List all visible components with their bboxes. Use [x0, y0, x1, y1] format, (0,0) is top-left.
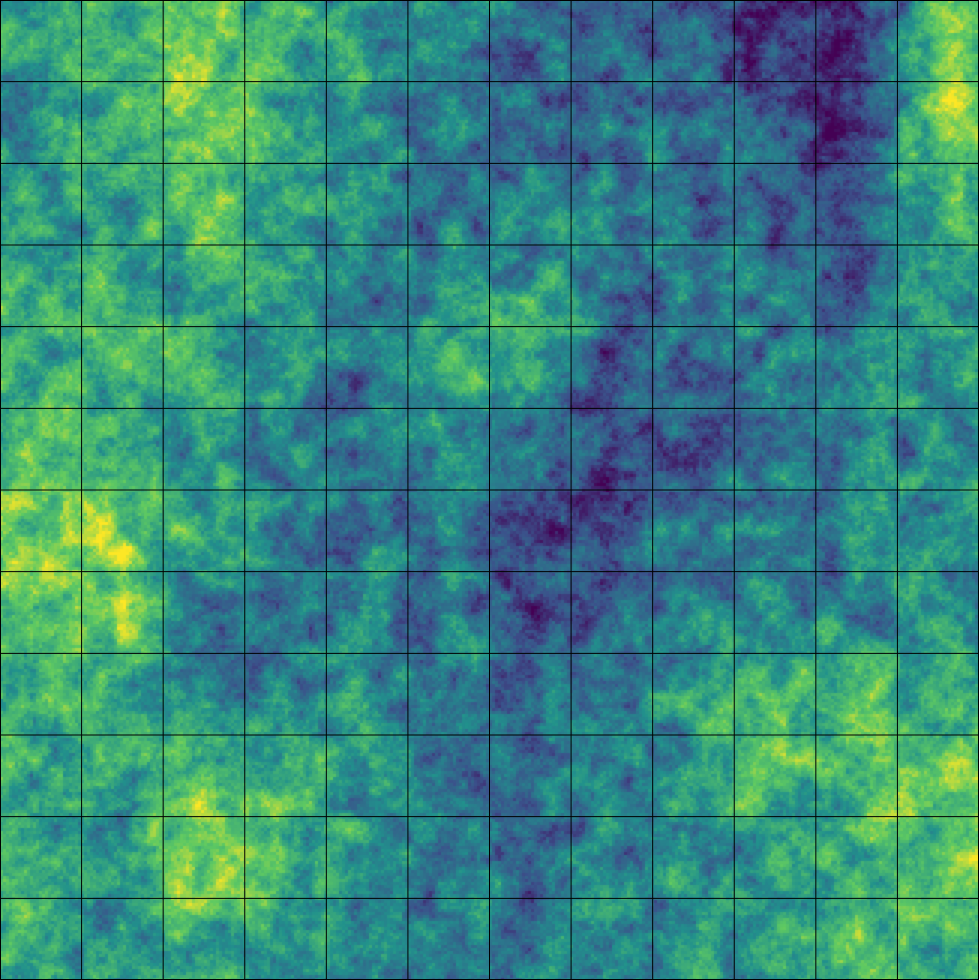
- heatmap-plot: [0, 0, 979, 980]
- grid-overlay: [0, 0, 979, 980]
